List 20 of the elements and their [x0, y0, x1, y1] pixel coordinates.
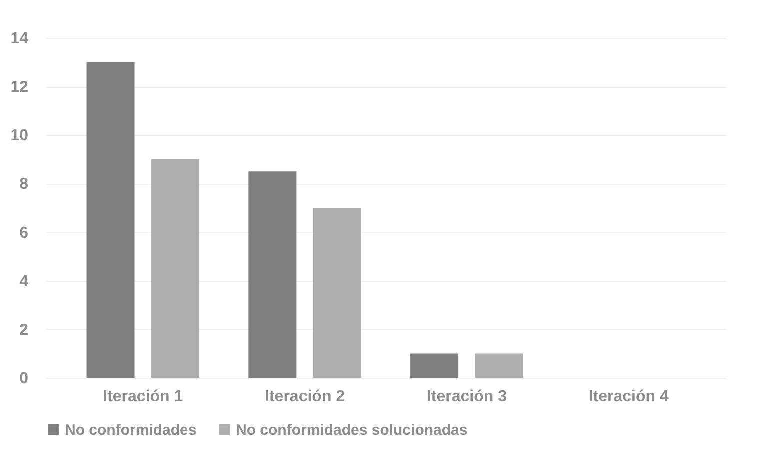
- x-tick-label: Iteración 2: [265, 388, 346, 406]
- y-tick-label: 12: [10, 79, 29, 96]
- y-tick-label: 0: [20, 370, 29, 388]
- bar: [410, 354, 459, 378]
- legend-label: No conformidades: [65, 422, 197, 439]
- y-tick-label: 6: [20, 224, 29, 242]
- x-tick-label: Iteración 3: [426, 388, 508, 406]
- y-tick-label: 8: [20, 176, 29, 194]
- y-tick-label: 2: [20, 322, 29, 339]
- x-tick-label: Iteración 1: [103, 388, 184, 406]
- bar: [313, 208, 362, 378]
- bar: [248, 172, 297, 378]
- y-tick-label: 4: [20, 273, 29, 290]
- bar: [475, 354, 524, 378]
- bar: [86, 62, 135, 378]
- bar: [152, 159, 200, 378]
- y-tick-label: 10: [10, 128, 29, 145]
- legend-label: No conformidades solucionadas: [236, 422, 468, 439]
- y-tick-label: 14: [10, 30, 29, 48]
- x-tick-label: Iteración 4: [588, 388, 669, 406]
